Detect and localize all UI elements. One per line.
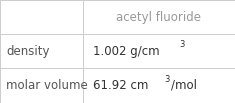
Text: /mol: /mol xyxy=(171,79,197,92)
Text: acetyl fluoride: acetyl fluoride xyxy=(117,11,201,23)
Text: 61.92 cm: 61.92 cm xyxy=(93,79,148,92)
Text: molar volume: molar volume xyxy=(6,79,88,92)
Text: 3: 3 xyxy=(179,40,184,49)
Text: 3: 3 xyxy=(164,75,170,84)
Text: 1.002 g/cm: 1.002 g/cm xyxy=(93,44,160,57)
Text: density: density xyxy=(6,44,50,57)
